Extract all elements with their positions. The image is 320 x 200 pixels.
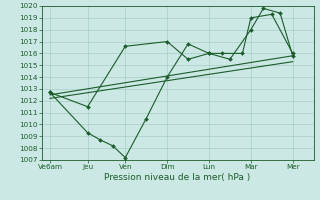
X-axis label: Pression niveau de la mer( hPa ): Pression niveau de la mer( hPa ) xyxy=(104,173,251,182)
